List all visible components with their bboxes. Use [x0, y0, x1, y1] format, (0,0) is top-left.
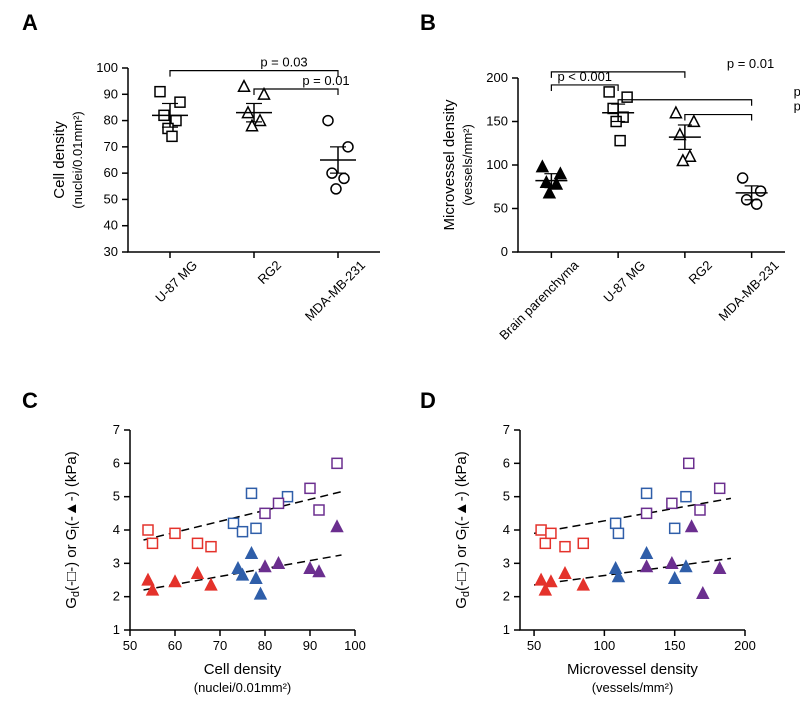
svg-text:60: 60: [104, 165, 118, 180]
svg-text:2: 2: [503, 589, 510, 604]
svg-text:p = 0.01: p = 0.01: [302, 73, 349, 88]
svg-text:p = 0.005: p = 0.005: [794, 99, 800, 114]
svg-text:(vessels/mm²): (vessels/mm²): [460, 124, 475, 206]
svg-text:100: 100: [486, 157, 508, 172]
svg-text:50: 50: [104, 191, 118, 206]
svg-text:80: 80: [258, 638, 272, 653]
svg-text:6: 6: [503, 455, 510, 470]
svg-text:MDA-MB-231: MDA-MB-231: [302, 258, 368, 324]
svg-text:Gd(-□-) or Gl(-▲-) (kPa): Gd(-□-) or Gl(-▲-) (kPa): [63, 451, 82, 608]
svg-text:p = 0.01: p = 0.01: [727, 56, 774, 71]
svg-text:90: 90: [104, 86, 118, 101]
svg-text:p < 0.001: p < 0.001: [557, 69, 612, 84]
figure-page: A B C D 30405060708090100Cell density(nu…: [0, 0, 800, 727]
svg-text:p < 0.001: p < 0.001: [794, 84, 800, 99]
panel-label-c: C: [22, 388, 38, 414]
svg-text:100: 100: [344, 638, 366, 653]
svg-text:Gd(-□-) or Gl(-▲-) (kPa): Gd(-□-) or Gl(-▲-) (kPa): [453, 451, 472, 608]
panel-a: 30 40 50 60 70 80 90 100 Cell density(nuclei/0.0…: [50, 20, 400, 380]
svg-text:50: 50: [527, 638, 541, 653]
svg-text:90: 90: [303, 638, 317, 653]
svg-text:4: 4: [113, 522, 120, 537]
svg-text:p = 0.03: p = 0.03: [260, 55, 307, 70]
svg-text:(nuclei/0.01mm²): (nuclei/0.01mm²): [70, 111, 85, 209]
svg-text:Microvessel density: Microvessel density: [567, 661, 698, 678]
svg-text:70: 70: [213, 638, 227, 653]
svg-text:40: 40: [104, 218, 118, 233]
svg-text:U-87 MG: U-87 MG: [152, 258, 200, 306]
svg-text:150: 150: [664, 638, 686, 653]
svg-text:U-87 MG: U-87 MG: [600, 258, 648, 306]
svg-text:30: 30: [104, 244, 118, 259]
svg-text:RG2: RG2: [685, 258, 715, 288]
svg-text:50: 50: [494, 201, 508, 216]
svg-text:Brain parenchyma: Brain parenchyma: [496, 257, 582, 343]
svg-text:(nuclei/0.01mm²): (nuclei/0.01mm²): [194, 680, 292, 695]
svg-text:5: 5: [503, 489, 510, 504]
svg-text:100: 100: [96, 60, 118, 75]
svg-text:4: 4: [503, 522, 510, 537]
svg-text:3: 3: [113, 555, 120, 570]
svg-text:7: 7: [113, 422, 120, 437]
svg-text:80: 80: [104, 113, 118, 128]
svg-text:3: 3: [503, 555, 510, 570]
panel-b: 0 50 100 150 200 Microvessel density(vessels/…: [440, 20, 798, 380]
svg-text:200: 200: [486, 70, 508, 85]
svg-text:200: 200: [734, 638, 756, 653]
svg-text:2: 2: [113, 589, 120, 604]
panel-label-a: A: [22, 10, 38, 36]
svg-text:5: 5: [113, 489, 120, 504]
svg-text:50: 50: [123, 638, 137, 653]
svg-text:(vessels/mm²): (vessels/mm²): [592, 680, 674, 695]
panel-label-b: B: [420, 10, 436, 36]
svg-text:Microvessel density: Microvessel density: [441, 99, 458, 230]
svg-text:1: 1: [113, 622, 120, 637]
svg-text:6: 6: [113, 455, 120, 470]
svg-text:60: 60: [168, 638, 182, 653]
svg-text:7: 7: [503, 422, 510, 437]
svg-text:100: 100: [594, 638, 616, 653]
svg-text:1: 1: [503, 622, 510, 637]
panel-label-d: D: [420, 388, 436, 414]
panel-d: 1 2 3 4 5 6 7 50 100 150 200 Gd(-□-) or Gl(-▲-) (kP…: [440, 400, 798, 720]
panel-c: 1 2 3 4 5 6 7 50 60 70 80 90 100 Gd(-□-) or Gl(-▲-) (…: [50, 400, 400, 720]
svg-text:MDA-MB-231: MDA-MB-231: [715, 258, 781, 324]
svg-text:70: 70: [104, 139, 118, 154]
svg-text:Cell density: Cell density: [204, 661, 282, 678]
svg-text:150: 150: [486, 114, 508, 129]
svg-text:Cell density: Cell density: [51, 121, 68, 199]
svg-text:0: 0: [501, 244, 508, 259]
svg-text:RG2: RG2: [255, 258, 285, 288]
